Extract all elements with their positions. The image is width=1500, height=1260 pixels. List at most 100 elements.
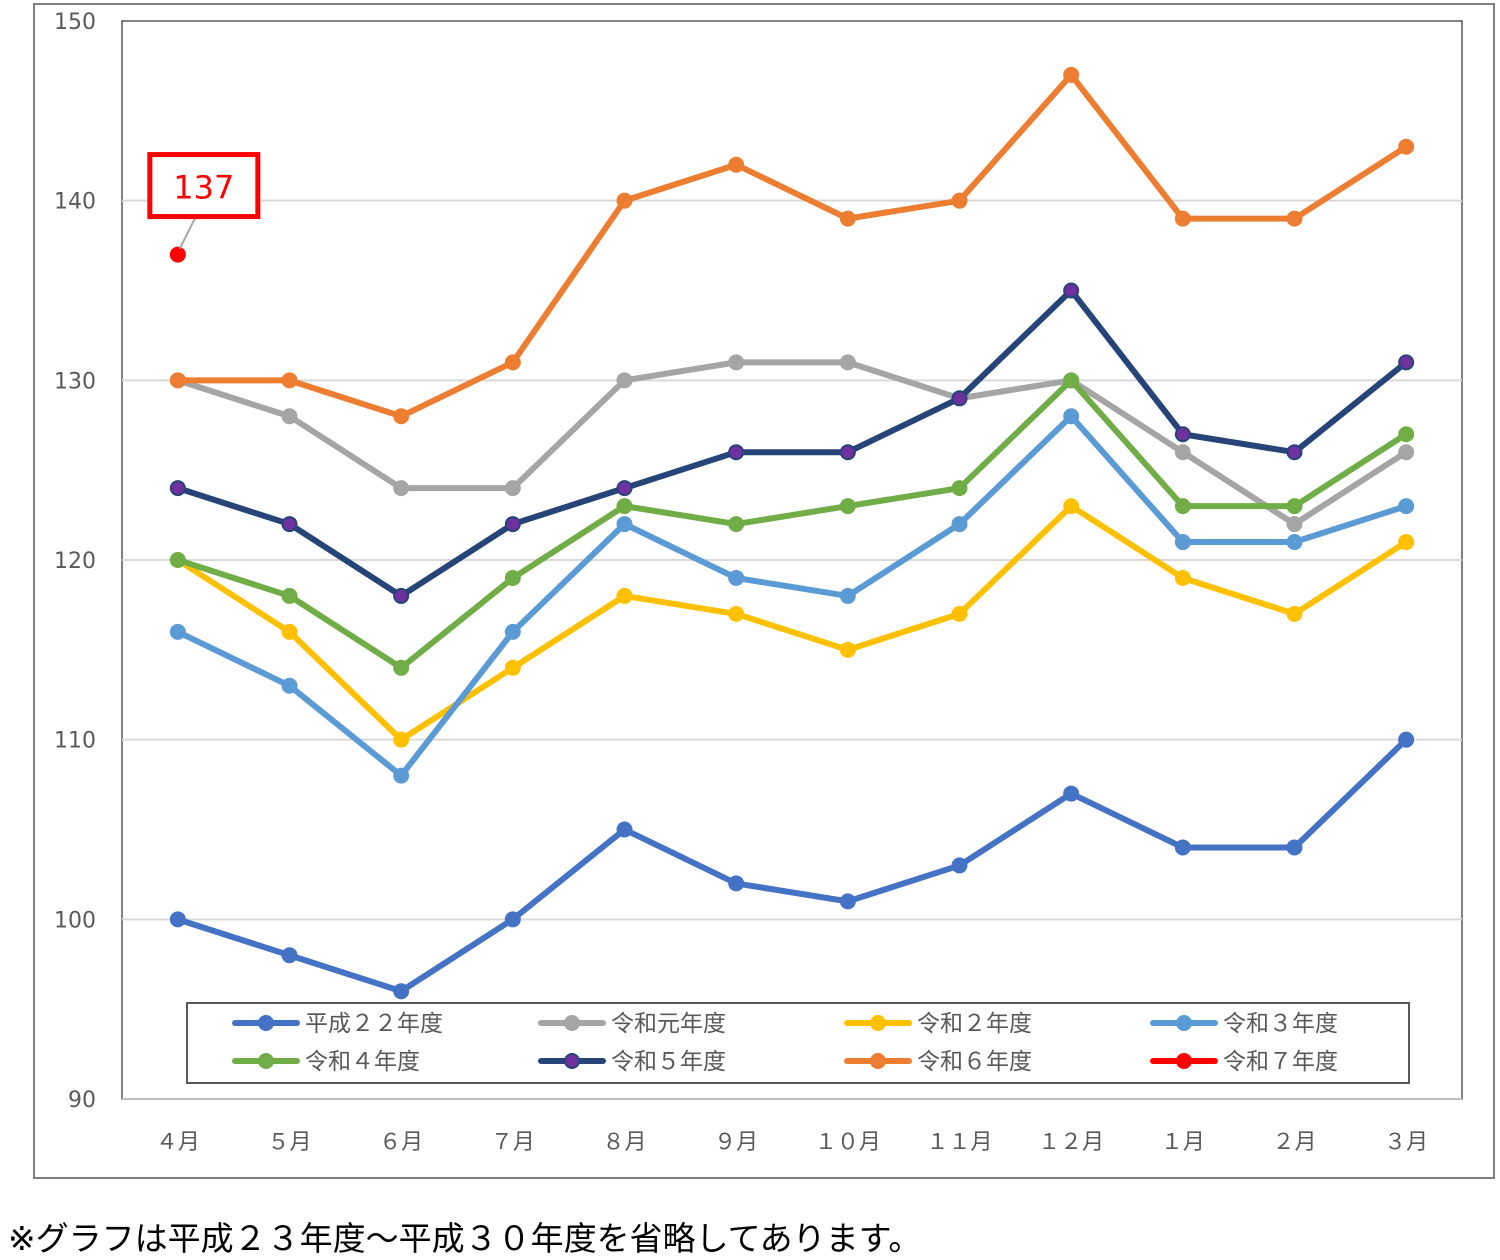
- x-tick-label: ５月: [267, 1130, 311, 1155]
- data-point: [616, 372, 633, 389]
- data-point: [1063, 66, 1080, 83]
- series-令和４年度: [169, 372, 1415, 676]
- series-令和２年度: [169, 498, 1415, 748]
- data-point: [839, 587, 856, 604]
- data-point: [393, 659, 410, 676]
- y-tick-label: 150: [54, 10, 96, 35]
- data-point: [1286, 498, 1303, 515]
- data-point: [728, 156, 745, 173]
- x-tick-label: １０月: [815, 1130, 881, 1155]
- data-point: [616, 516, 633, 533]
- data-point: [616, 821, 633, 838]
- legend-label: 平成２２年度: [305, 1011, 443, 1037]
- data-point: [728, 444, 745, 461]
- data-point: [393, 587, 410, 604]
- data-point: [839, 210, 856, 227]
- data-point: [616, 587, 633, 604]
- series-line: [174, 736, 1410, 995]
- x-tick-label: １２月: [1038, 1130, 1104, 1155]
- data-point: [1063, 498, 1080, 515]
- data-point: [281, 372, 298, 389]
- data-point: [1286, 534, 1303, 551]
- y-tick-label: 90: [68, 1088, 96, 1113]
- data-point: [393, 767, 410, 784]
- y-tick-label: 120: [54, 549, 96, 574]
- data-point: [1398, 444, 1415, 461]
- series-令和６年度: [169, 66, 1415, 425]
- x-tick-label: ２月: [1272, 1130, 1316, 1155]
- data-point: [839, 641, 856, 658]
- x-tick-label: ６月: [379, 1130, 423, 1155]
- data-point: [1063, 282, 1080, 299]
- data-point: [504, 911, 521, 928]
- legend-swatch-marker: [870, 1015, 886, 1031]
- data-point: [951, 516, 968, 533]
- data-point: [281, 677, 298, 694]
- data-point: [1398, 498, 1415, 515]
- data-point: [728, 569, 745, 586]
- data-point: [1398, 731, 1415, 748]
- series-令和５年度: [169, 282, 1415, 604]
- data-point: [1286, 839, 1303, 856]
- legend-label: 令和３年度: [1223, 1011, 1338, 1037]
- data-point: [169, 480, 186, 497]
- series-令和３年度: [169, 408, 1415, 784]
- legend-item: 令和２年度: [844, 1011, 1032, 1037]
- x-tick-label: ７月: [491, 1130, 535, 1155]
- data-point: [169, 246, 186, 263]
- legend-label: 令和２年度: [917, 1011, 1032, 1037]
- data-point: [951, 192, 968, 209]
- legend-item: 令和６年度: [844, 1049, 1032, 1075]
- data-point: [281, 587, 298, 604]
- series-line: [174, 503, 1410, 743]
- series-line: [174, 413, 1410, 779]
- data-point: [1174, 569, 1191, 586]
- data-point: [393, 731, 410, 748]
- data-point: [1286, 516, 1303, 533]
- data-point: [1398, 426, 1415, 443]
- legend-box: [186, 1002, 1410, 1084]
- data-point: [616, 480, 633, 497]
- legend-item: 令和５年度: [538, 1049, 726, 1075]
- data-point: [393, 983, 410, 1000]
- data-point: [616, 498, 633, 515]
- data-point: [169, 623, 186, 640]
- data-point: [1174, 498, 1191, 515]
- data-point: [169, 372, 186, 389]
- legend-swatch-marker: [1176, 1015, 1192, 1031]
- legend-swatch-marker: [870, 1053, 886, 1069]
- data-point: [728, 875, 745, 892]
- data-point: [839, 498, 856, 515]
- x-tick-label: １１月: [926, 1130, 992, 1155]
- legend-item: 平成２２年度: [232, 1011, 443, 1037]
- data-point: [951, 605, 968, 622]
- x-tick-label: ４月: [156, 1130, 200, 1155]
- data-point: [281, 947, 298, 964]
- data-point: [1174, 426, 1191, 443]
- legend-label: 令和６年度: [917, 1049, 1032, 1075]
- data-point: [393, 408, 410, 425]
- data-point: [1063, 785, 1080, 802]
- series-line: [174, 359, 1410, 528]
- x-tick-label: ８月: [602, 1130, 646, 1155]
- x-tick-label: ９月: [714, 1130, 758, 1155]
- data-point: [281, 516, 298, 533]
- legend-item: 令和３年度: [1150, 1011, 1338, 1037]
- data-point: [1174, 839, 1191, 856]
- legend-label: 令和５年度: [611, 1049, 726, 1075]
- series-line: [174, 71, 1410, 420]
- data-point: [504, 354, 521, 371]
- data-point: [728, 354, 745, 371]
- series-line: [174, 287, 1410, 599]
- legend-item: 令和７年度: [1150, 1049, 1338, 1075]
- data-point: [951, 480, 968, 497]
- data-point: [1398, 354, 1415, 371]
- data-point: [951, 390, 968, 407]
- data-point: [504, 569, 521, 586]
- x-tick-label: １月: [1161, 1130, 1205, 1155]
- data-point: [393, 480, 410, 497]
- data-point: [1063, 408, 1080, 425]
- legend-swatch-marker: [564, 1053, 580, 1069]
- series-令和７年度: [169, 246, 186, 263]
